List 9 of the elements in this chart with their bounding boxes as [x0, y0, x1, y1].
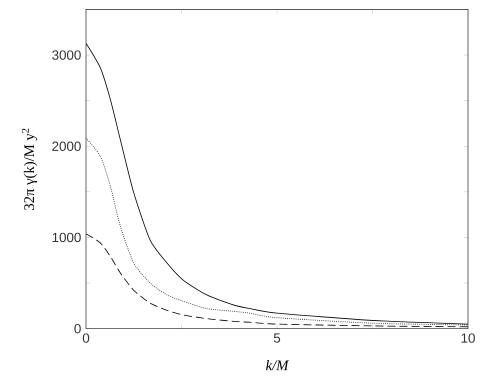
y-axis-title: 32π γ(k)/M y$^{2}$ — [22, 128, 38, 210]
y-tick-label: 2000 — [52, 142, 81, 151]
x-tick-label: 10 — [462, 333, 475, 343]
y-tick-label: 3000 — [52, 50, 81, 60]
x-axis-title: k/M — [266, 360, 290, 370]
x-tick-label: 5 — [274, 333, 280, 343]
y-tick-label: 1000 — [52, 232, 81, 242]
x-tick-label: 0 — [82, 333, 90, 343]
y-tick-label: 0 — [74, 324, 81, 334]
